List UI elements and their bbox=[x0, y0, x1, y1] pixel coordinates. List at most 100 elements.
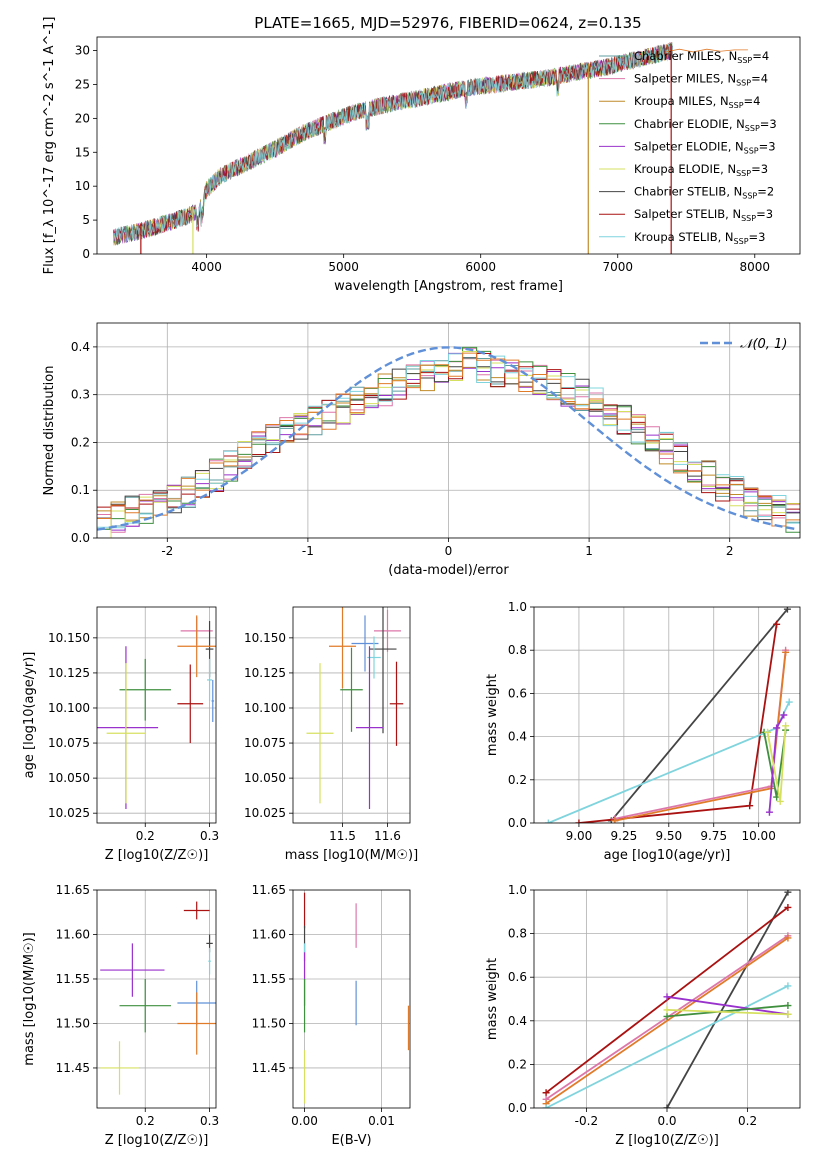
y-tick-label: 10.150 bbox=[244, 631, 286, 645]
x-tick-label: 11.5 bbox=[329, 829, 356, 843]
y-tick-label: 0.1 bbox=[71, 483, 90, 497]
residuals-panel: -2 -1 0 1 2 0.0 0.1 0.2 0.3 0.4 (data-model)/error… bbox=[42, 322, 801, 578]
data-point bbox=[106, 663, 146, 804]
y-tick-label: 10.025 bbox=[48, 806, 90, 820]
spectrum-plot-area bbox=[113, 42, 748, 254]
mass-vs-ebv-plot-area bbox=[293, 890, 410, 1108]
x-tick-label: 8000 bbox=[740, 260, 771, 274]
weight-marker bbox=[776, 797, 784, 805]
weight-marker bbox=[542, 1089, 550, 1097]
legend-label: 𝒩(0, 1) bbox=[740, 337, 787, 352]
x-tick-label: 1 bbox=[585, 544, 593, 558]
figure-title: PLATE=1665, MJD=52976, FIBERID=0624, z=0… bbox=[254, 14, 641, 32]
y-tick-label: 11.60 bbox=[252, 927, 286, 941]
weight-marker bbox=[773, 724, 781, 732]
legend-label: Chabrier MILES, NSSP=4 bbox=[634, 49, 769, 65]
weight-marker bbox=[773, 620, 781, 628]
data-point bbox=[119, 658, 171, 721]
y-tick-label: 0 bbox=[82, 247, 90, 261]
legend-label: Kroupa ELODIE, NSSP=3 bbox=[634, 162, 768, 178]
weight-marker bbox=[544, 819, 552, 823]
y-tick-label: 0.4 bbox=[508, 730, 527, 744]
weight-vs-age-frame bbox=[533, 606, 801, 824]
weight-vs-age-panel: 9.00 9.25 9.50 9.75 10.00 0.0 0.2 0.4 0.6 0.8 1.0 a… bbox=[485, 600, 801, 863]
y-axis-label: mass weight bbox=[485, 958, 500, 1040]
data-point bbox=[389, 661, 404, 746]
weight-marker bbox=[663, 1012, 671, 1020]
weight-line bbox=[666, 1009, 788, 1016]
weight-marker bbox=[782, 722, 790, 730]
weight-marker bbox=[611, 817, 619, 823]
y-tick-label: 10.125 bbox=[244, 666, 286, 680]
y-tick-label: 10 bbox=[75, 179, 90, 193]
y-tick-label: 10.050 bbox=[244, 771, 286, 785]
weight-marker bbox=[663, 1104, 671, 1108]
weight-vs-age-plot-area bbox=[534, 607, 800, 823]
data-point bbox=[119, 978, 171, 1033]
mass-vs-ebv-frame bbox=[292, 889, 411, 1109]
legend-label: Salpeter ELODIE, NSSP=3 bbox=[634, 139, 776, 155]
weight-marker bbox=[783, 607, 791, 613]
x-tick-label: 6000 bbox=[465, 260, 496, 274]
plots-layer: 4000 5000 6000 7000 8000051015202530waveleng… bbox=[22, 17, 801, 1148]
y-tick-label: 0.8 bbox=[508, 643, 527, 657]
y-tick-label: 0.2 bbox=[508, 773, 527, 787]
y-tick-label: 0.8 bbox=[508, 927, 527, 941]
x-tick-label: 0.2 bbox=[136, 1114, 155, 1128]
age-vs-z-panel: 0.2 0.3 10.025 10.050 10.075 10.100 10.125 10.1… bbox=[22, 606, 219, 863]
mass-vs-z-panel: 0.2 0.3 11.45 11.50 11.55 11.60 11.65 Z [log10(… bbox=[22, 883, 219, 1148]
y-tick-label: 10.150 bbox=[48, 631, 90, 645]
y-tick-label: 0.2 bbox=[71, 435, 90, 449]
y-tick-label: 5 bbox=[82, 213, 90, 227]
weight-line bbox=[545, 937, 789, 1105]
y-tick-label: 0.0 bbox=[508, 816, 527, 830]
spectrum-frame bbox=[96, 36, 801, 255]
y-tick-label: 10.025 bbox=[244, 806, 286, 820]
y-tick-label: 10.075 bbox=[48, 736, 90, 750]
mass-vs-z-frame bbox=[96, 889, 217, 1109]
spectrum-line bbox=[113, 43, 673, 246]
x-tick-label: -2 bbox=[161, 544, 173, 558]
residuals-plot-area bbox=[97, 323, 800, 538]
y-tick-label: 11.65 bbox=[252, 883, 286, 897]
weight-line bbox=[666, 1004, 788, 1018]
y-tick-label: 11.45 bbox=[56, 1061, 90, 1075]
x-axis-label: Z [log10(Z/Z☉)] bbox=[105, 1133, 209, 1148]
x-tick-label: 0.2 bbox=[738, 1114, 757, 1128]
age-vs-mass-panel: 11.5 11.6 10.025 10.050 10.075 10.100 10.125 10… bbox=[244, 606, 418, 863]
x-tick-label: 2 bbox=[726, 544, 734, 558]
weight-vs-z-panel: -0.2 0.0 0.2 0.0 0.2 0.4 0.6 0.8 1.0 Z [log10(Z/Z… bbox=[485, 883, 801, 1148]
legend-label: Chabrier ELODIE, NSSP=3 bbox=[634, 117, 777, 133]
y-tick-label: 1.0 bbox=[508, 600, 527, 614]
y-tick-label: 25 bbox=[75, 77, 90, 91]
weight-marker bbox=[764, 728, 772, 736]
y-axis-label: age [log10(age/yr)] bbox=[22, 652, 37, 779]
y-tick-label: 0.3 bbox=[71, 388, 90, 402]
weight-marker bbox=[575, 819, 583, 823]
spectrum-line bbox=[113, 42, 673, 246]
x-axis-label: age [log10(age/yr)] bbox=[604, 848, 731, 863]
y-tick-label: 10.075 bbox=[244, 736, 286, 750]
x-axis-label: Z [log10(Z/Z☉)] bbox=[105, 848, 209, 863]
x-tick-label: 0.00 bbox=[291, 1114, 318, 1128]
weight-marker bbox=[784, 903, 792, 911]
x-tick-label: 0.2 bbox=[136, 829, 155, 843]
y-tick-label: 0.4 bbox=[508, 1014, 527, 1028]
data-point bbox=[356, 646, 383, 809]
x-axis-label: (data-model)/error bbox=[388, 563, 509, 578]
x-tick-label: 10.00 bbox=[741, 829, 775, 843]
age-vs-z-plot-area bbox=[97, 607, 216, 823]
legend-label: Kroupa MILES, NSSP=4 bbox=[634, 94, 760, 110]
weight-marker bbox=[542, 1104, 550, 1108]
x-axis-label: wavelength [Angstrom, rest frame] bbox=[334, 279, 563, 294]
y-tick-label: 11.50 bbox=[252, 1016, 286, 1030]
y-tick-label: 20 bbox=[75, 111, 90, 125]
y-axis-label: Flux [f_λ 10^-17 erg cm^-2 s^-1 A^-1] bbox=[42, 17, 57, 275]
x-tick-label: 9.75 bbox=[700, 829, 727, 843]
data-point bbox=[211, 679, 215, 723]
x-tick-label: 9.50 bbox=[655, 829, 682, 843]
residuals-frame bbox=[96, 322, 801, 539]
x-tick-label: -0.2 bbox=[575, 1114, 598, 1128]
data-point bbox=[329, 607, 356, 689]
